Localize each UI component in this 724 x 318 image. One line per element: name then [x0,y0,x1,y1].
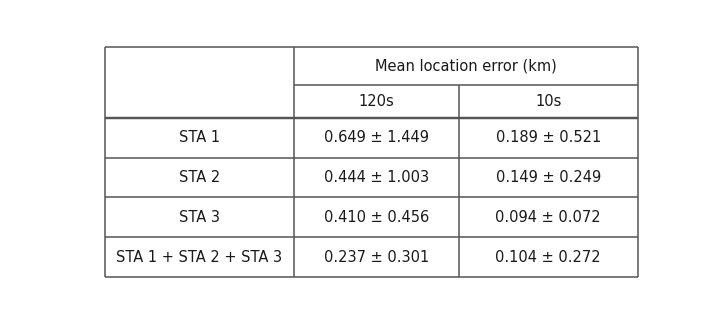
Text: 120s: 120s [358,94,395,109]
Text: 10s: 10s [535,94,562,109]
Text: 0.104 ± 0.272: 0.104 ± 0.272 [495,250,601,265]
Text: 0.149 ± 0.249: 0.149 ± 0.249 [496,170,601,185]
Text: STA 2: STA 2 [179,170,220,185]
Text: STA 1 + STA 2 + STA 3: STA 1 + STA 2 + STA 3 [116,250,282,265]
Text: 0.649 ± 1.449: 0.649 ± 1.449 [324,130,429,145]
Text: STA 3: STA 3 [179,210,219,225]
Text: 0.189 ± 0.521: 0.189 ± 0.521 [496,130,601,145]
Text: 0.094 ± 0.072: 0.094 ± 0.072 [495,210,601,225]
Text: Mean location error (km): Mean location error (km) [375,58,557,73]
Text: 0.237 ± 0.301: 0.237 ± 0.301 [324,250,429,265]
Text: 0.444 ± 1.003: 0.444 ± 1.003 [324,170,429,185]
Text: 0.410 ± 0.456: 0.410 ± 0.456 [324,210,429,225]
Text: STA 1: STA 1 [179,130,219,145]
